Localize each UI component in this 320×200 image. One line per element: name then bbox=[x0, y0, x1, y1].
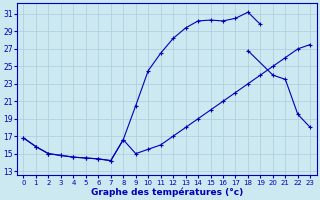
X-axis label: Graphe des températures (°c): Graphe des températures (°c) bbox=[91, 187, 243, 197]
